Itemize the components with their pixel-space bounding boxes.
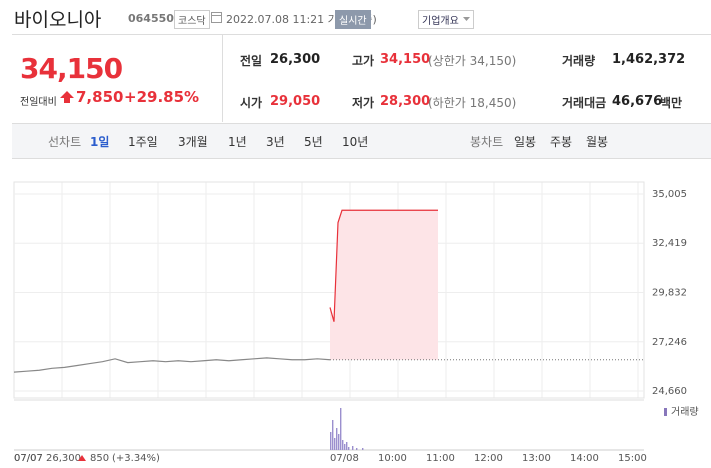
calendar-icon [211,12,222,23]
stat-note: (하한가 18,450) [428,96,517,110]
volume-bar [338,434,340,450]
current-price: 34,150 [20,52,123,85]
stat-value: 28,300 [380,94,431,109]
line [13,357,331,373]
line-chart-label: 선차트 [48,135,82,149]
change-label: 전일대비 [20,97,57,108]
candle-tab[interactable]: 월봉 [586,135,609,149]
volume-bar [342,440,344,450]
period-tab[interactable]: 1주일 [128,135,158,149]
stat-label: 거래대금 [562,96,607,110]
y-tick-label: 29,832 [652,288,687,299]
divider [12,34,711,35]
company-info-label: 기업개요 [422,16,459,27]
stat-value: 46,676 [612,94,663,109]
period-tab[interactable]: 10년 [342,135,369,149]
candle-tab[interactable]: 주봉 [550,135,573,149]
stock-code: 064550 [128,12,174,25]
x-tick-label: 15:00 [618,453,647,464]
period-tab[interactable]: 3개월 [178,135,208,149]
candle-chart-label: 봉차트 [470,135,504,149]
footer-date: 07/07 [14,453,43,464]
dropdown-arrow [462,17,470,21]
volume-bar [356,448,358,450]
change-rate: +29.85% [124,88,200,106]
realtime-button[interactable]: 실시간 [335,10,371,29]
volume-bar [336,428,338,450]
volume-bar [362,448,364,450]
volume-bar [344,444,346,450]
volume-bar [352,446,354,450]
stat-note: (상한가 34,150) [428,54,517,68]
line [329,209,438,322]
up-arrow [60,91,74,103]
y-tick-label: 24,660 [652,386,687,397]
volume-bar [346,442,348,450]
change-value: 7,850 [76,88,124,106]
x-tick-label: 07/08 [330,453,359,464]
y-tick-label: 27,246 [652,337,687,348]
period-tab[interactable]: 1일 [90,135,110,149]
x-tick-label: 11:00 [426,453,455,464]
stat-unit: 백만 [660,96,683,110]
plot-frame [13,181,645,399]
stat-value: 26,300 [270,52,321,67]
stock-name: 바이오니아 [14,9,102,31]
x-tick-label: 14:00 [570,453,599,464]
stat-value: 34,150 [380,52,431,67]
volume-bar [332,420,334,450]
footer-up-arrow [78,455,86,461]
x-tick-label: 13:00 [522,453,551,464]
period-tab[interactable]: 1년 [228,135,247,149]
stat-label: 거래량 [562,54,596,68]
stat-label: 시가 [240,96,263,110]
stat-label: 전일 [240,54,263,68]
y-tick-label: 32,419 [652,238,687,249]
stat-value: 1,462,372 [612,52,686,67]
area [330,210,438,360]
volume-bar [334,438,336,450]
stat-value: 29,050 [270,94,321,109]
legend-swatch [664,408,667,416]
footer-change: 850 [90,453,109,464]
footer-close: 26,300 [46,453,81,464]
volume-bar [330,432,332,450]
footer-rate: (+3.34%) [112,453,160,464]
y-tick-label: 35,005 [652,189,687,200]
legend-label: 거래량 [671,406,699,418]
stat-label: 고가 [352,54,375,68]
x-tick-label: 07/07 [14,453,43,464]
market-badge: 코스닥 [174,10,210,29]
tab-bar [12,123,711,159]
x-tick-label: 12:00 [474,453,503,464]
volume-bar [340,408,342,450]
candle-tab[interactable]: 일봉 [514,135,537,149]
volume-bar [348,447,350,450]
company-info-button[interactable]: 기업개요 [418,10,474,29]
period-tab[interactable]: 5년 [304,135,323,149]
price-panel [12,35,223,122]
stat-label: 저가 [352,96,375,110]
period-tab[interactable]: 3년 [266,135,285,149]
x-tick-label: 10:00 [378,453,407,464]
